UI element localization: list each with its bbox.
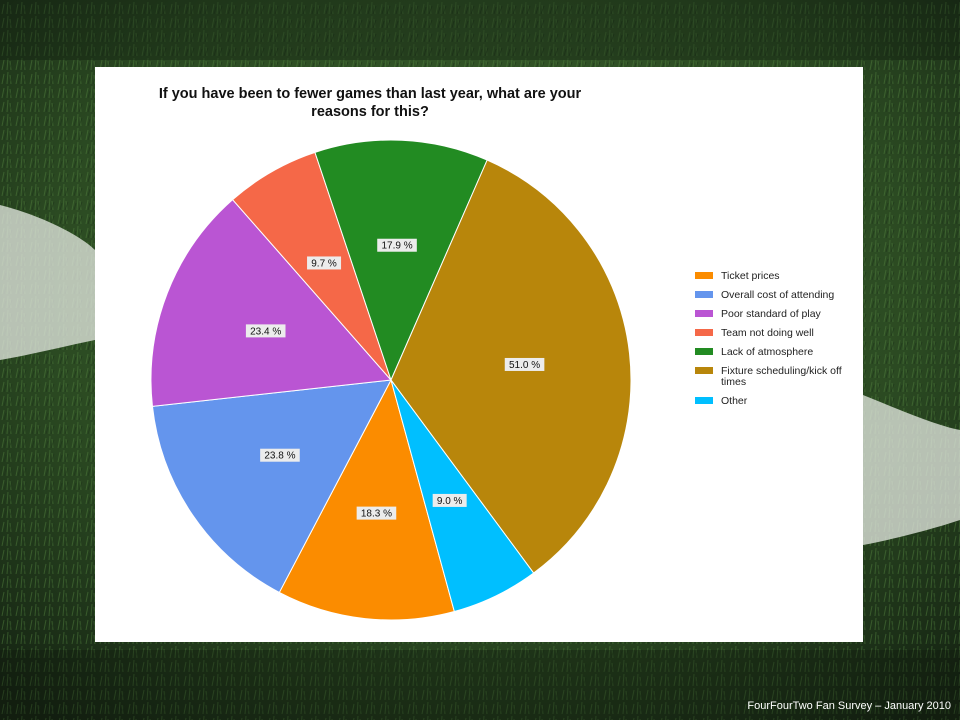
pie-slice-1 <box>278 378 455 621</box>
chart-title: If you have been to fewer games than las… <box>158 86 582 120</box>
legend-swatch-2 <box>695 291 713 298</box>
legend-swatch-3 <box>695 310 713 317</box>
legend-label-3: Poor standard of play <box>721 308 821 320</box>
data-label-bg-5 <box>377 238 417 252</box>
data-label-1: 18.3 % <box>361 509 392 520</box>
legend-label-1: Ticket prices <box>721 270 780 282</box>
legend-item-4: Team not doing well <box>695 328 845 339</box>
legend-label-6: Fixture scheduling/kick off times <box>721 365 842 388</box>
footer-note: FourFourTwo Fan Survey – January 2010 <box>747 700 951 712</box>
legend-item-7: Other <box>695 396 845 407</box>
legend-swatch-4 <box>695 329 713 336</box>
pie-chart: 18.3 % 23.8 % 23.4 % 9.7 % 17.9 % 51.0 % 9.0 % <box>150 139 632 621</box>
chart-legend: Ticket prices Overall cost of attending Po… <box>695 271 845 415</box>
data-label-6: 51.0 % <box>509 360 540 371</box>
pitch-line-right <box>863 395 960 545</box>
legend-item-1: Ticket prices <box>695 271 845 282</box>
data-label-bg-7 <box>432 493 467 507</box>
data-label-7: 9.0 % <box>437 496 463 507</box>
data-label-bg-3 <box>245 324 286 338</box>
data-label-bg-6 <box>504 357 545 371</box>
legend-label-7: Other <box>721 395 748 407</box>
legend-item-5: Lack of atmosphere <box>695 347 845 358</box>
data-label-bg-4 <box>307 256 342 270</box>
legend-label-5: Lack of atmosphere <box>721 346 814 358</box>
legend-label-2: Overall cost of attending <box>721 289 835 301</box>
data-label-bg-1 <box>356 506 397 520</box>
pitch-line-left <box>0 205 95 360</box>
chart-panel: If you have been to fewer games than las… <box>95 67 863 642</box>
data-label-2: 23.8 % <box>264 451 295 462</box>
pie-slice-2 <box>151 379 392 594</box>
legend-item-2: Overall cost of attending <box>695 290 845 301</box>
legend-label-4: Team not doing well <box>721 327 814 339</box>
data-label-5: 17.9 % <box>381 241 412 252</box>
legend-swatch-5 <box>695 348 713 355</box>
data-label-4: 9.7 % <box>311 258 337 269</box>
pie-slice-5 <box>314 139 488 382</box>
legend-swatch-6 <box>695 367 713 374</box>
data-label-3: 23.4 % <box>250 326 281 337</box>
pie-slice-3 <box>150 198 393 407</box>
legend-item-6: Fixture scheduling/kick off times <box>695 366 845 388</box>
data-label-bg-2 <box>260 448 300 462</box>
legend-swatch-1 <box>695 272 713 279</box>
legend-item-3: Poor standard of play <box>695 309 845 320</box>
legend-swatch-7 <box>695 397 713 404</box>
